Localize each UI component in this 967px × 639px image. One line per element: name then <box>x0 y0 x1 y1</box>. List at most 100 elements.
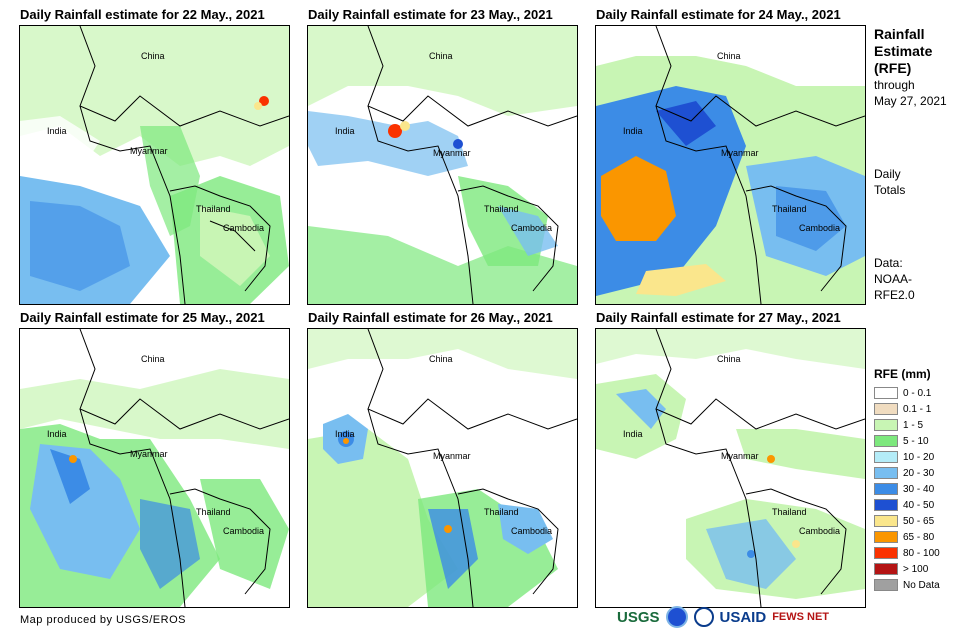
panel-title-3: Daily Rainfall estimate for 24 May., 202… <box>596 7 841 22</box>
legend-swatch <box>874 547 898 559</box>
legend-label: 30 - 40 <box>903 483 935 495</box>
label-india: India <box>47 429 67 439</box>
legend-swatch <box>874 435 898 447</box>
legend-swatch <box>874 403 898 415</box>
legend-swatch <box>874 387 898 399</box>
legend-swatch <box>874 483 898 495</box>
legend-items: 0 - 0.1 0.1 - 1 1 - 5 5 - 10 10 - 20 20 - 30 3… <box>874 385 940 593</box>
label-cambodia: Cambodia <box>799 223 841 233</box>
legend-item: 65 - 80 <box>874 529 940 545</box>
label-china: China <box>717 354 741 364</box>
legend-swatch <box>874 451 898 463</box>
side-data-block: Data: NOAA- RFE2.0 <box>874 255 915 303</box>
legend-item: 20 - 30 <box>874 465 940 481</box>
label-thailand: Thailand <box>196 204 231 214</box>
legend-item: 80 - 100 <box>874 545 940 561</box>
legend-item: 10 - 20 <box>874 449 940 465</box>
label-thailand: Thailand <box>196 507 231 517</box>
fewsnet-logo: FEWS NET <box>772 611 830 623</box>
side-title-line3: (RFE) <box>874 60 912 76</box>
label-cambodia: Cambodia <box>511 526 553 536</box>
legend-label: No Data <box>903 579 940 591</box>
label-thailand: Thailand <box>484 204 519 214</box>
legend-label: 10 - 20 <box>903 451 935 463</box>
label-myanmar: Myanmar <box>130 146 168 156</box>
label-china: China <box>429 51 453 61</box>
side-data-label: Data: <box>874 256 903 270</box>
label-myanmar: Myanmar <box>721 148 759 158</box>
label-myanmar: Myanmar <box>721 451 759 461</box>
label-thailand: Thailand <box>772 204 807 214</box>
legend-label: 5 - 10 <box>903 435 929 447</box>
label-thailand: Thailand <box>772 507 807 517</box>
legend-label: 80 - 100 <box>903 547 940 559</box>
legend-item: 0.1 - 1 <box>874 401 940 417</box>
label-india: India <box>47 126 67 136</box>
legend-item: > 100 <box>874 561 940 577</box>
legend-label: 50 - 65 <box>903 515 935 527</box>
legend-item: 0 - 0.1 <box>874 385 940 401</box>
legend-label: 65 - 80 <box>903 531 935 543</box>
legend-item: 50 - 65 <box>874 513 940 529</box>
legend-title: RFE (mm) <box>874 367 931 381</box>
label-myanmar: Myanmar <box>130 449 168 459</box>
usaid-seal-icon <box>693 607 714 627</box>
legend-label: 40 - 50 <box>903 499 935 511</box>
rainfall-map-23-may: China India Myanmar Thailand Cambodia <box>307 25 578 305</box>
side-data-src2: RFE2.0 <box>874 288 915 302</box>
legend-label: > 100 <box>903 563 929 575</box>
legend-swatch <box>874 467 898 479</box>
rainfall-map-27-may: China India Myanmar Thailand Cambodia <box>595 328 866 608</box>
side-title-block: Rainfall Estimate (RFE) through May 27, … <box>874 26 947 109</box>
side-through: through <box>874 78 915 92</box>
legend-swatch <box>874 563 898 575</box>
rfe-legend: RFE (mm) 0 - 0.1 0.1 - 1 1 - 5 5 - 10 10 - 2… <box>874 367 940 593</box>
legend-label: 1 - 5 <box>903 419 924 431</box>
usgs-logo: USGS <box>617 608 660 626</box>
label-india: India <box>623 126 643 136</box>
label-china: China <box>141 354 165 364</box>
side-data-src1: NOAA- <box>874 272 913 286</box>
legend-item: 30 - 40 <box>874 481 940 497</box>
legend-label: 0.1 - 1 <box>903 403 932 415</box>
label-myanmar: Myanmar <box>433 451 471 461</box>
legend-item: 40 - 50 <box>874 497 940 513</box>
map-credit: Map produced by USGS/EROS <box>20 614 186 626</box>
label-cambodia: Cambodia <box>223 526 265 536</box>
side-title-line1: Rainfall <box>874 26 925 42</box>
rainfall-map-22-may: China India Myanmar Thailand Cambodia <box>19 25 290 305</box>
legend-label: 0 - 0.1 <box>903 387 932 399</box>
label-myanmar: Myanmar <box>433 148 471 158</box>
rainfall-map-26-may: China India Myanmar Thailand Cambodia <box>307 328 578 608</box>
label-thailand: Thailand <box>484 507 519 517</box>
side-through-date: May 27, 2021 <box>874 94 947 108</box>
logo-strip: USGS USAID FEWS NET <box>617 606 829 628</box>
panel-title-5: Daily Rainfall estimate for 26 May., 202… <box>308 310 553 325</box>
label-india: India <box>335 429 355 439</box>
label-india: India <box>623 429 643 439</box>
legend-swatch <box>874 515 898 527</box>
panel-title-6: Daily Rainfall estimate for 27 May., 202… <box>596 310 841 325</box>
label-india: India <box>335 126 355 136</box>
legend-swatch <box>874 419 898 431</box>
legend-item: 5 - 10 <box>874 433 940 449</box>
legend-item: No Data <box>874 577 940 593</box>
noaa-logo-icon <box>665 606 688 628</box>
side-totals: Totals <box>874 183 906 197</box>
label-china: China <box>141 51 165 61</box>
legend-swatch <box>874 531 898 543</box>
label-cambodia: Cambodia <box>223 223 265 233</box>
label-china: China <box>717 51 741 61</box>
legend-swatch <box>874 579 898 591</box>
label-cambodia: Cambodia <box>511 223 553 233</box>
side-daily-block: Daily Totals <box>874 166 905 198</box>
legend-swatch <box>874 499 898 511</box>
rainfall-map-24-may: China India Myanmar Thailand Cambodia <box>595 25 866 305</box>
panel-title-1: Daily Rainfall estimate for 22 May., 202… <box>20 7 265 22</box>
side-daily: Daily <box>874 167 901 181</box>
label-cambodia: Cambodia <box>799 526 841 536</box>
usaid-logo: USAID <box>719 608 767 626</box>
panel-title-4: Daily Rainfall estimate for 25 May., 202… <box>20 310 265 325</box>
panel-title-2: Daily Rainfall estimate for 23 May., 202… <box>308 7 553 22</box>
legend-item: 1 - 5 <box>874 417 940 433</box>
